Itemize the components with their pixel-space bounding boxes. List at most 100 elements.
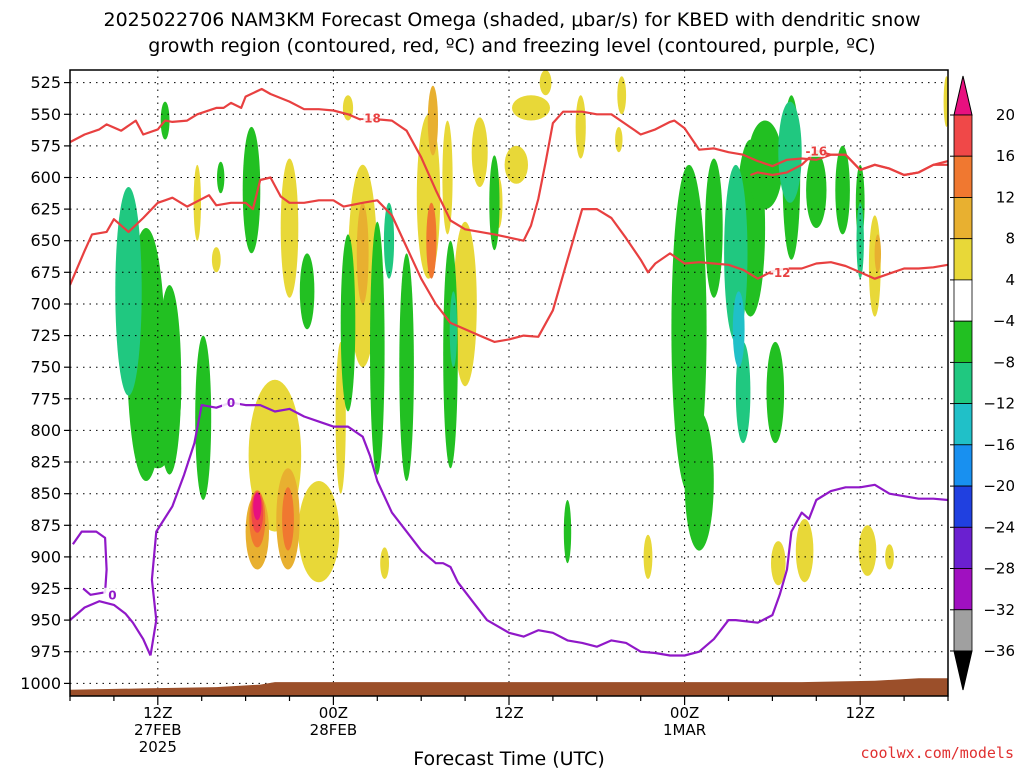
chart-title-line-2: growth region (contoured, red, ºC) and f… xyxy=(148,35,875,57)
colorbar-tick-label: 12 xyxy=(996,189,1015,207)
colorbar-segment-10 xyxy=(953,526,973,569)
omega-region-21 xyxy=(643,534,653,580)
red-contour-label-bg-0 xyxy=(361,111,379,125)
y-tick-label: 875 xyxy=(30,516,61,535)
y-tick-label: 850 xyxy=(30,484,61,503)
ground-fill xyxy=(70,678,948,696)
omega-region-62 xyxy=(115,186,142,396)
x-tick-label: 1MAR xyxy=(663,721,706,739)
colorbar-tick-label: 4 xyxy=(1005,271,1015,289)
omega-region-9 xyxy=(380,547,389,579)
omega-region-15 xyxy=(504,145,528,184)
omega-region-64 xyxy=(449,291,458,368)
purple-contour-label-0: 0 xyxy=(227,396,235,410)
omega-region-56 xyxy=(747,120,783,210)
omega-region-54 xyxy=(705,158,723,298)
omega-region-50 xyxy=(489,155,500,251)
red-contour-label-2: -12 xyxy=(769,266,791,280)
colorbar-bottom-arrow xyxy=(953,650,973,691)
omega-region-5 xyxy=(280,158,299,298)
omega-region-42 xyxy=(195,335,212,500)
x-tick-label: 12Z xyxy=(143,704,172,722)
x-tick-label: 27FEB xyxy=(134,721,181,739)
colorbar-segment-8 xyxy=(953,444,973,487)
purple-contour-label-bg-0 xyxy=(222,395,240,409)
omega-region-16 xyxy=(512,95,550,121)
omega-region-47 xyxy=(370,221,385,475)
purple-contour-1 xyxy=(70,600,152,656)
purple-contour-0 xyxy=(149,401,948,657)
omega-region-22 xyxy=(771,541,786,586)
colorbar-segment-4 xyxy=(953,279,973,322)
y-tick-label: 700 xyxy=(30,295,61,314)
y-tick-label: 750 xyxy=(30,358,61,377)
colorbar-segment-9 xyxy=(953,485,973,528)
colorbar-tick-label: −36 xyxy=(983,642,1015,660)
y-tick-label: 900 xyxy=(30,547,61,566)
y-tick-label: 725 xyxy=(30,326,61,345)
omega-region-20 xyxy=(615,127,623,153)
colorbar-segment-12 xyxy=(953,609,973,652)
gridlines xyxy=(70,70,948,696)
omega-region-30 xyxy=(356,202,369,304)
x-tick-label: 00Z xyxy=(670,704,699,722)
red-contour-label-1: -16 xyxy=(805,144,827,158)
terrain-ground xyxy=(70,678,948,696)
y-tick-label: 600 xyxy=(30,168,61,187)
omega-region-27 xyxy=(943,76,948,127)
y-tick-label: 550 xyxy=(30,105,61,124)
y-tick-label: 525 xyxy=(30,73,61,92)
omega-region-37 xyxy=(253,492,262,521)
colorbar-segment-7 xyxy=(953,403,973,446)
omega-region-46 xyxy=(340,234,356,412)
omega-region-51 xyxy=(563,499,572,564)
temperature-contours xyxy=(70,87,948,657)
y-axis-pressure: 525 550 575 600 625 650 675 700 725 750 775 800 825 8… xyxy=(20,73,70,693)
y-tick-label: 975 xyxy=(30,642,61,661)
omega-region-34 xyxy=(282,487,294,551)
x-tick-label: 2025 xyxy=(139,738,177,756)
colorbar-tick-label: −32 xyxy=(983,601,1015,619)
omega-region-18 xyxy=(575,95,586,159)
red-contour-label-bg-1 xyxy=(807,143,826,157)
omega-region-4 xyxy=(298,480,340,583)
colorbar-tick-label: −24 xyxy=(983,518,1015,536)
red-contour-label-bg-2 xyxy=(770,265,789,279)
purple-contour-label-1: 0 xyxy=(108,588,116,602)
purple-contour-2 xyxy=(71,530,108,596)
colorbar-segment-3 xyxy=(953,238,973,281)
omega-region-32 xyxy=(874,234,881,273)
y-tick-label: 950 xyxy=(30,611,61,630)
colorbar-segment-11 xyxy=(953,568,973,611)
red-contour-0 xyxy=(70,87,948,242)
credit-text: coolwx.com/models xyxy=(860,744,1014,762)
omega-region-0 xyxy=(193,164,201,241)
y-tick-label: 825 xyxy=(30,453,61,472)
y-tick-label: 925 xyxy=(30,579,61,598)
red-contour-label-0: -18 xyxy=(359,112,381,126)
omega-shading xyxy=(115,70,948,586)
x-tick-label: 12Z xyxy=(494,704,523,722)
omega-region-23 xyxy=(795,519,814,583)
colorbar-tick-label: −16 xyxy=(983,436,1015,454)
red-contour-2 xyxy=(70,176,948,343)
omega-region-45 xyxy=(299,253,315,330)
omega-region-48 xyxy=(399,253,414,481)
omega-region-59 xyxy=(806,152,827,229)
omega-region-60 xyxy=(835,145,850,235)
contour-labels: -18 -16 -12 0 0 xyxy=(103,111,827,602)
y-tick-label: 575 xyxy=(30,136,61,155)
colorbar-tick-label: −20 xyxy=(983,477,1015,495)
omega-region-25 xyxy=(858,525,877,576)
omega-region-35 xyxy=(426,202,437,279)
colorbar-segment-6 xyxy=(953,361,973,404)
x-tick-label: 28FEB xyxy=(310,721,357,739)
colorbar-tick-label: 16 xyxy=(996,147,1015,165)
x-tick-label: 12Z xyxy=(846,704,875,722)
colorbar-tick-label: 8 xyxy=(1005,230,1015,248)
purple-contour-label-bg-1 xyxy=(103,587,122,601)
colorbar-tick-label: −28 xyxy=(983,560,1015,578)
omega-region-12 xyxy=(453,221,477,387)
omega-region-13 xyxy=(471,117,488,187)
